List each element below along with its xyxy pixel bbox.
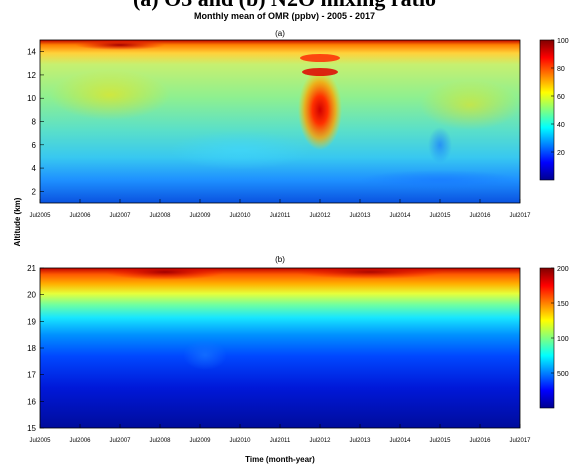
- panel-b-x-tick-label: Jul2009: [189, 438, 211, 444]
- panel-a-warm-patch: [50, 70, 170, 120]
- panel-a-x-tick-label: Jul2009: [189, 213, 211, 219]
- panel-b-y-tick-label: 20: [27, 291, 36, 300]
- panel-a-label: (a): [275, 29, 285, 38]
- figure-title: Monthly mean of OMR (ppbv) - 2005 - 2017: [193, 11, 376, 21]
- panel-a-colorbar-tick-label: 40: [557, 122, 565, 129]
- y-axis-label: Altitude (km): [13, 197, 22, 246]
- panel-b-x-tick-label: Jul2012: [309, 438, 331, 444]
- panel-a-colorbar-tick-label: 20: [557, 150, 565, 157]
- panel-b-colorbar-tick-label: 100: [557, 336, 569, 343]
- panel-b-x-tick-label: Jul2006: [69, 438, 91, 444]
- panel-a-y-tick-label: 10: [27, 94, 36, 103]
- panel-a-top-max-2007: [75, 40, 165, 50]
- panel-a-warm-patch-2: [420, 80, 520, 130]
- panel-a-y-tick-label: 12: [27, 71, 36, 80]
- panel-a-colorbar-tick-label: 100: [557, 38, 569, 45]
- panel-a-jul2012-band-12km: [302, 68, 338, 76]
- panel-a-colorbar: [539, 39, 555, 181]
- panel-b-x-tick-label: Jul2015: [429, 438, 451, 444]
- panel-b-x-tick-label: Jul2007: [109, 438, 131, 444]
- panel-b-top-max-2013: [295, 268, 445, 279]
- panel-a-x-tick-label: Jul2005: [29, 213, 51, 219]
- panel-b-y-tick-label: 17: [27, 371, 36, 380]
- panel-b-x-tick-label: Jul2005: [29, 438, 51, 444]
- panel-a-y-tick-label: 8: [32, 118, 37, 127]
- panel-a-x-tick-label: Jul2007: [109, 213, 131, 219]
- panel-a-x-tick-label: Jul2006: [69, 213, 91, 219]
- panel-b-x-axis: Jul2005 Jul2006 Jul2007 Jul2008 Jul2009 Jul20…: [29, 424, 531, 444]
- panel-b-y-tick-label: 16: [27, 397, 36, 406]
- panel-b-x-tick-label: Jul2016: [469, 438, 491, 444]
- panel-b-label: (b): [275, 255, 285, 264]
- panel-b-cool-patch-2009: [183, 340, 227, 370]
- panel-b-x-tick-label: Jul2011: [270, 438, 291, 444]
- panel-b-y-axis: 15 16 17 18 19 20 21: [27, 264, 44, 433]
- panel-a-x-tick-label: Jul2013: [349, 213, 371, 219]
- panel-a-heatmap: [40, 40, 520, 203]
- panel-a-y-tick-label: 4: [32, 164, 37, 173]
- panel-b-x-tick-label: Jul2014: [389, 438, 411, 444]
- panel-b-y-tick-label: 21: [27, 264, 36, 273]
- panel-a-y-tick-label: 2: [32, 187, 37, 196]
- panel-a-y-tick-label: 14: [27, 48, 36, 57]
- x-axis-label: Time (month-year): [245, 455, 315, 464]
- panel-a-y-tick-label: 6: [32, 141, 37, 150]
- panel-a-x-tick-label: Jul2012: [309, 213, 331, 219]
- panel-b-y-tick-label: 15: [27, 424, 36, 433]
- panel-b-colorbar-tick-label: 150: [557, 301, 569, 308]
- panel-a-x-axis: Jul2005 Jul2006 Jul2007 Jul2008 Jul2009 Jul20…: [29, 199, 531, 219]
- panel-b-x-tick-label: Jul2017: [509, 438, 531, 444]
- panel-a-cool-patch-2015: [428, 127, 452, 163]
- panel-a-x-tick-label: Jul2011: [270, 213, 291, 219]
- panel-b-colorbar-ticks: 500 100 150 200: [551, 266, 569, 378]
- panel-a-low-band: [360, 170, 520, 190]
- panel-a-colorbar-tick-label: 80: [557, 66, 565, 73]
- panel-b-x-tick-label: Jul2010: [229, 438, 251, 444]
- panel-b-heatmap: [40, 268, 520, 428]
- panel-b-top-max-2008: [105, 268, 225, 280]
- panel-a-x-tick-label: Jul2014: [389, 213, 411, 219]
- panel-b-y-tick-label: 19: [27, 317, 36, 326]
- panel-a-colorbar-ticks: 20 40 60 80 100: [551, 38, 569, 157]
- panel-a-cool-patch: [170, 130, 310, 170]
- panel-b-colorbar-tick-label: 200: [557, 266, 569, 273]
- panel-a-y-axis: 2 4 6 8 10 12 14: [27, 48, 44, 196]
- panel-a-x-tick-label: Jul2015: [429, 213, 451, 219]
- figure-caption-fragment: (a) O3 and (b) N2O mixing ratio: [0, 0, 569, 10]
- panel-a-colorbar-tick-label: 60: [557, 94, 565, 101]
- panel-a-x-tick-label: Jul2016: [469, 213, 491, 219]
- panel-b-field: [40, 268, 520, 428]
- panel-a-jul2012-max: [298, 70, 342, 150]
- panel-b-x-tick-label: Jul2013: [349, 438, 371, 444]
- panel-a-x-tick-label: Jul2010: [229, 213, 251, 219]
- panel-a-x-tick-label: Jul2008: [149, 213, 171, 219]
- panel-a-jul2012-band-14km: [300, 54, 340, 62]
- panel-b-x-tick-label: Jul2008: [149, 438, 171, 444]
- panel-b-y-tick-label: 18: [27, 344, 36, 353]
- panel-b-colorbar-tick-label: 500: [557, 371, 569, 378]
- panel-a-x-tick-label: Jul2017: [509, 213, 531, 219]
